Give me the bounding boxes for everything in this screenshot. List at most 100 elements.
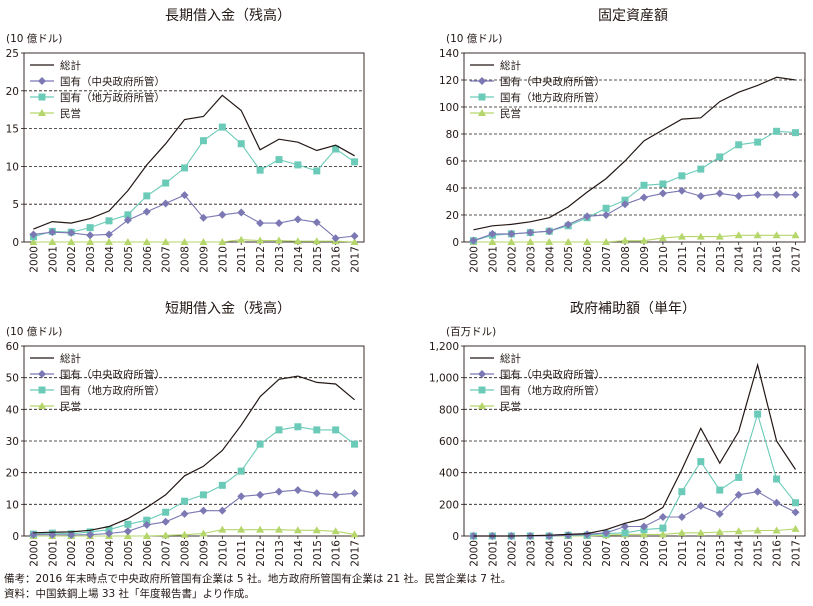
x-tick-label: 2017 (791, 246, 803, 273)
y-tick-label: 5 (12, 199, 19, 211)
x-tick-label: 2002 (66, 246, 78, 273)
data-point (583, 238, 592, 245)
x-tick-label: 2015 (753, 246, 765, 273)
data-point (218, 506, 227, 515)
data-point (351, 440, 359, 448)
legend-marker (478, 402, 486, 409)
y-tick-label: 100 (439, 102, 459, 114)
data-point (677, 232, 686, 240)
data-point (312, 489, 321, 498)
data-point (275, 426, 283, 434)
data-point (545, 532, 554, 540)
data-point (29, 230, 38, 239)
data-point (754, 138, 762, 146)
data-point (67, 531, 76, 540)
data-point (734, 192, 743, 201)
data-point (583, 212, 592, 221)
x-tick-label: 2014 (734, 246, 746, 273)
data-point (124, 520, 132, 528)
data-point (735, 473, 743, 481)
data-point (181, 497, 189, 505)
data-point (640, 181, 648, 189)
y-tick-label: 120 (439, 75, 459, 87)
data-point (180, 530, 189, 538)
x-tick-label: 2013 (715, 246, 727, 273)
data-point (715, 509, 724, 518)
data-point (734, 527, 743, 535)
series-3 (469, 410, 800, 540)
data-point (526, 228, 535, 237)
data-point (86, 238, 95, 245)
data-point (677, 528, 686, 536)
y-tick-label: 400 (439, 468, 459, 480)
data-point (256, 525, 265, 533)
y-tick-label: 140 (439, 48, 459, 60)
x-tick-label: 2004 (104, 540, 116, 567)
legend-label: 国有（地方政府所管） (60, 91, 165, 104)
data-point (199, 506, 208, 515)
x-tick-label: 2007 (161, 246, 173, 273)
data-point (772, 231, 781, 239)
legend-label: 国有（中央政府所管） (500, 368, 605, 381)
data-point (142, 520, 151, 529)
data-point (123, 238, 132, 245)
x-tick-label: 2013 (715, 540, 727, 567)
data-point (658, 530, 667, 538)
legend-label: 国有（中央政府所管） (60, 368, 165, 381)
data-point (162, 508, 170, 516)
x-tick-label: 2002 (66, 540, 78, 567)
y-tick-label: 10 (6, 161, 19, 173)
data-point (105, 529, 113, 538)
data-point (293, 486, 302, 495)
series-line (473, 76, 796, 231)
data-point (312, 218, 321, 227)
data-point (773, 127, 781, 135)
data-point (67, 238, 76, 245)
y-tick-label: 60 (6, 341, 19, 353)
data-point (313, 167, 321, 175)
y-tick-label: 800 (439, 404, 459, 416)
x-tick-label: 2006 (582, 246, 594, 273)
data-point (715, 232, 724, 240)
chart-title: 固定資産額 (598, 8, 668, 24)
legend-marker (38, 77, 46, 85)
data-point (658, 233, 667, 241)
data-point (181, 164, 189, 172)
x-tick-label: 2011 (236, 246, 248, 273)
data-point (734, 490, 743, 499)
data-point (218, 525, 227, 533)
y-tick-label: 60 (446, 156, 459, 168)
legend-marker (478, 370, 486, 378)
data-point (772, 498, 781, 507)
chart-title: 短期借入金（残高） (165, 300, 291, 317)
series-line (33, 194, 355, 239)
data-point (753, 487, 762, 496)
x-tick-label: 2011 (677, 246, 689, 273)
data-point (105, 238, 113, 245)
legend-label: 総計 (60, 352, 81, 365)
x-tick-label: 2017 (350, 540, 362, 567)
series-1 (473, 362, 797, 537)
data-point (621, 200, 630, 209)
data-point (602, 211, 611, 219)
data-point (696, 501, 705, 510)
series-line (33, 529, 355, 537)
data-point (697, 165, 705, 173)
chart-panel-1: 長期借入金（残高） (10 億ドル) 0 5 10 15 20 25 2000 2001 2002 2… (6, 7, 365, 273)
x-tick-label: 2004 (544, 540, 556, 567)
y-tick-label: 25 (6, 48, 19, 60)
data-point (180, 238, 189, 245)
x-tick-label: 2000 (468, 246, 480, 273)
data-point (639, 236, 648, 244)
data-point (142, 207, 151, 216)
data-point (716, 486, 724, 494)
data-point (791, 524, 800, 532)
data-point (48, 238, 57, 245)
x-tick-label: 2003 (525, 246, 537, 273)
data-point (218, 210, 227, 219)
y-tick-label: 0 (452, 531, 459, 543)
series-4 (29, 525, 359, 539)
